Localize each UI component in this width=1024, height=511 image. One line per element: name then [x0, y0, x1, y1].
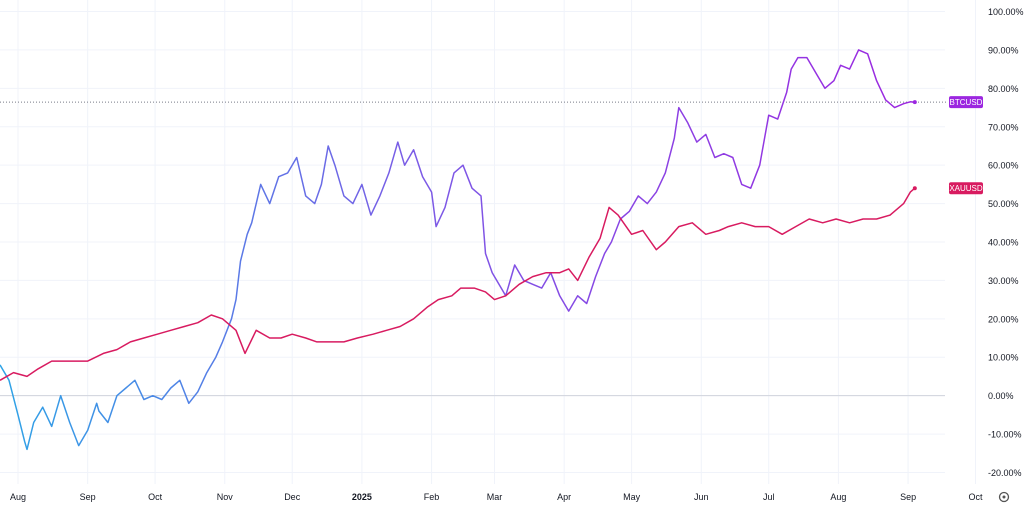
x-tick-label: Nov [217, 492, 234, 502]
y-axis[interactable]: 100.00% 90.00% 80.00% 70.00% 60.00% 50.00% 40.… [988, 7, 1024, 478]
series-badge-btcusd [949, 96, 983, 109]
y-tick-label: 10.00% [988, 353, 1019, 363]
series-badges: BTCUSD XAUUSD [949, 96, 983, 195]
y-tick-label: 70.00% [988, 122, 1019, 132]
series-line-btcusd [0, 49, 915, 451]
gear-icon [998, 491, 1010, 503]
y-tick-label: 60.00% [988, 161, 1019, 171]
series-badge-label: XAUUSD [949, 184, 983, 193]
y-tick-label: -20.00% [988, 468, 1022, 478]
y-tick-label: 20.00% [988, 314, 1019, 324]
last-point-xauusd [912, 186, 917, 191]
x-tick-label: Apr [557, 492, 571, 502]
x-tick-label: Sep [900, 492, 916, 502]
x-tick-label: Sep [80, 492, 96, 502]
y-tick-label: 0.00% [988, 391, 1014, 401]
last-point-btcusd [912, 100, 917, 105]
x-tick-label: Oct [148, 492, 163, 502]
x-tick-label: Aug [10, 492, 26, 502]
x-tick-label: Oct [968, 492, 983, 502]
y-tick-label: 50.00% [988, 199, 1019, 209]
y-tick-label: 80.00% [988, 84, 1019, 94]
y-tick-label: 40.00% [988, 238, 1019, 248]
x-axis[interactable]: Aug Sep Oct Nov Dec 2025 Feb Mar Apr May Jun Jul Aug… [10, 492, 983, 502]
y-tick-label: -10.00% [988, 430, 1022, 440]
series-line-xauusd [0, 187, 916, 381]
x-tick-label: 2025 [352, 492, 372, 502]
y-tick-label: 30.00% [988, 276, 1019, 286]
series-layer [0, 49, 917, 451]
settings-button[interactable] [998, 491, 1010, 503]
x-tick-label: Mar [487, 492, 503, 502]
x-tick-label: Jun [694, 492, 709, 502]
x-tick-label: Aug [830, 492, 846, 502]
grid [0, 0, 977, 484]
series-badge-xauusd [949, 182, 983, 195]
x-tick-label: Feb [424, 492, 440, 502]
gear-icon-center [1002, 495, 1006, 499]
y-tick-label: 90.00% [988, 45, 1019, 55]
x-tick-label: Jul [763, 492, 775, 502]
series-badge-label: BTCUSD [950, 98, 983, 107]
x-tick-label: May [623, 492, 641, 502]
x-tick-label: Dec [284, 492, 301, 502]
y-tick-label: 100.00% [988, 7, 1024, 17]
